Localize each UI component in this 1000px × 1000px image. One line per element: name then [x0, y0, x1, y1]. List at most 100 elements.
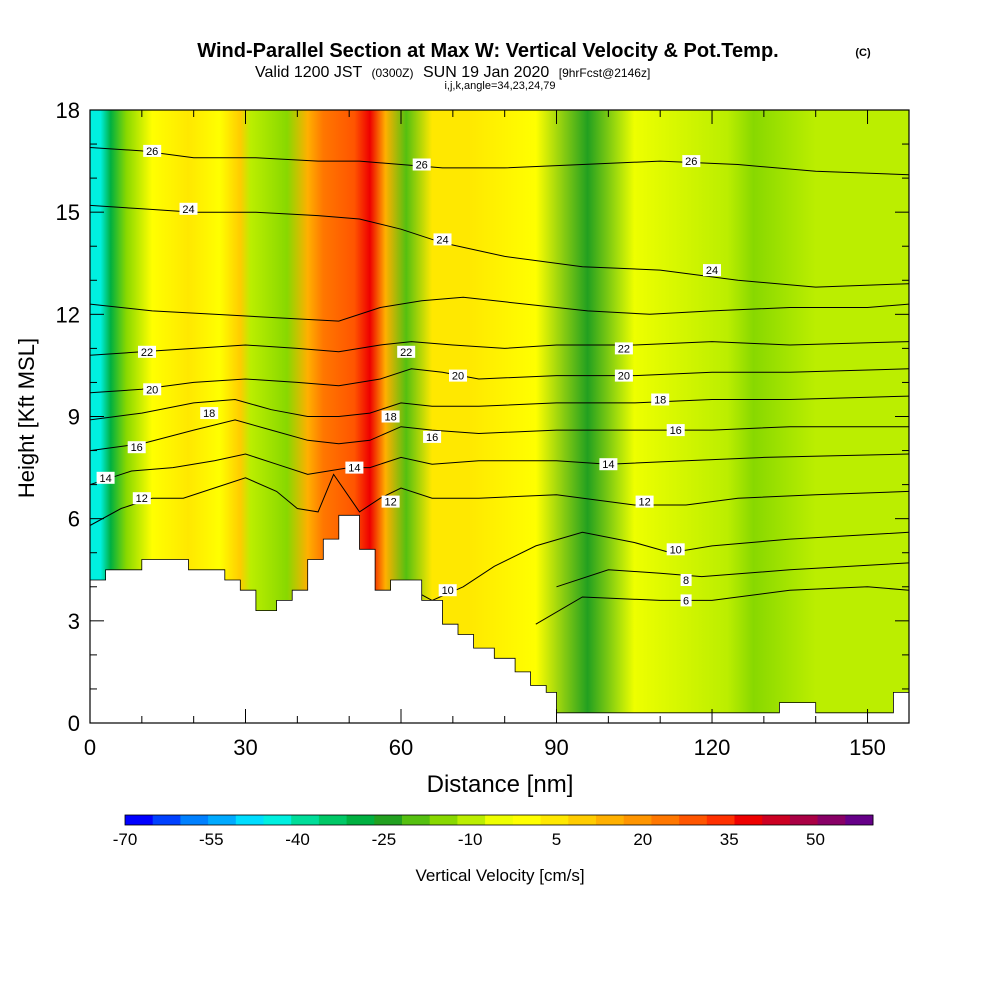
contour-label-box: [703, 264, 721, 277]
valid-date: SUN 19 Jan 2020: [423, 64, 549, 81]
contour-label: 22: [400, 347, 412, 359]
theta-contour-22: [90, 341, 909, 356]
colorbar-swatch: [623, 815, 652, 825]
y-tick-label: 12: [56, 302, 80, 327]
contour-label: 22: [141, 347, 153, 359]
contour-label: 10: [442, 585, 454, 597]
colorbar-tick-label: -40: [285, 830, 310, 849]
contour-label: 14: [99, 473, 111, 485]
contour-label: 18: [203, 408, 215, 420]
contour-label-box: [423, 430, 442, 443]
colorbar-swatch: [402, 815, 431, 825]
contour-label: 20: [146, 384, 158, 396]
plot-area: 26 26 26 24 24 24 22 22 22 20 20 20 18 18 18 16 16 16 14 14…: [90, 110, 909, 723]
colorbar-swatch: [180, 815, 209, 825]
copyright-mark: (C): [855, 47, 871, 59]
colorbar-swatch: [596, 815, 625, 825]
contour-label: 26: [416, 160, 428, 172]
contour-label-box: [651, 393, 670, 406]
contour-label: 6: [683, 595, 689, 607]
contour-label-box: [614, 342, 633, 355]
colorbar-swatch: [235, 815, 264, 825]
valid-time: Valid 1200 JST: [255, 64, 363, 81]
contour-label-box: [682, 155, 701, 168]
x-tick-label: 120: [694, 735, 731, 760]
contour-label-box: [680, 574, 692, 586]
contour-label: 26: [146, 146, 158, 158]
contour-label: 16: [131, 442, 143, 454]
colorbar-swatch: [762, 815, 791, 825]
contour-label: 18: [654, 395, 666, 407]
contour-label-box: [599, 458, 618, 471]
contour-label: 18: [384, 412, 396, 424]
colorbar-swatch: [845, 815, 874, 825]
y-tick-label: 15: [56, 200, 80, 225]
colorbar-swatch: [651, 815, 680, 825]
contour-label: 16: [670, 425, 682, 437]
contour-label-box: [666, 424, 685, 437]
y-axis-label: Height [Kft MSL]: [14, 338, 39, 498]
colorbar-swatch: [374, 815, 403, 825]
x-tick-label: 150: [849, 735, 886, 760]
contour-label-box: [381, 410, 400, 423]
colorbar-swatch: [152, 815, 181, 825]
valid-line: Valid 1200 JST (0300Z) SUN 19 Jan 2020 […: [255, 64, 650, 81]
contour-label: 20: [452, 371, 464, 383]
colorbar-swatch: [540, 815, 569, 825]
theta-contour-24: [90, 204, 909, 288]
x-tick-label: 0: [84, 735, 96, 760]
colorbar-swatch: [789, 815, 819, 825]
colorbar-swatch: [318, 815, 348, 825]
contour-label: 20: [618, 371, 630, 383]
colorbar-swatch: [429, 815, 458, 825]
contour-label-box: [132, 492, 151, 505]
y-tick-label: 6: [68, 507, 80, 532]
colorbar-swatch: [568, 815, 597, 825]
contour-label-box: [143, 383, 162, 396]
contour-label-box: [449, 369, 467, 382]
theta-contour-20: [90, 368, 909, 394]
contour-label-box: [96, 471, 115, 484]
grid-indices: i,j,k,angle=34,23,24,79: [444, 80, 555, 92]
y-tick-label: 9: [68, 405, 80, 430]
colorbar-swatch: [291, 815, 320, 825]
colorbar-swatch: [734, 815, 763, 825]
contour-label: 12: [638, 497, 650, 509]
contour-label-box: [179, 202, 198, 215]
colorbar-tick-label: -70: [113, 830, 138, 849]
contour-label: 24: [436, 234, 448, 246]
forecast-info: [9hrFcst@2146z]: [559, 66, 651, 80]
axes: 0 30 60 90 120 150 0 3 6 9 12 15 18: [56, 98, 909, 760]
terrain-mask: [90, 514, 909, 723]
y-tick-label: 0: [68, 711, 80, 736]
colorbar-swatch: [679, 815, 708, 825]
contour-label-box: [666, 543, 685, 556]
contour-label-box: [397, 345, 416, 358]
x-tick-label: 60: [389, 735, 413, 760]
x-axis-label: Distance [nm]: [427, 771, 574, 798]
contour-label-box: [412, 158, 431, 171]
y-tick-label: 3: [68, 609, 80, 634]
colorbar-swatch: [817, 815, 846, 825]
colorbar-swatch: [346, 815, 375, 825]
contour-label-box: [138, 345, 156, 358]
contour-label-box: [635, 495, 654, 508]
contour-label: 24: [182, 204, 194, 216]
contour-label: 10: [670, 544, 682, 556]
contour-label: 8: [683, 575, 689, 587]
contour-labels: 26 26 26 24 24 24 22 22 22 20 20 20 18 18 18 16 16 16 14 14…: [96, 144, 721, 607]
contour-label: 26: [685, 156, 697, 168]
colorbar-swatch: [485, 815, 514, 825]
contour-label-box: [127, 441, 146, 454]
colorbar-swatch: [263, 815, 292, 825]
x-tick-label: 90: [544, 735, 568, 760]
contour-label-box: [438, 584, 457, 597]
valid-utc: (0300Z): [371, 66, 413, 80]
theta-contour-24: [90, 296, 909, 322]
colorbar-swatch: [512, 815, 542, 825]
contour-label-box: [614, 369, 633, 382]
theta-contour-6: [535, 586, 909, 625]
contour-label: 16: [426, 432, 438, 444]
y-tick-label: 18: [56, 98, 80, 123]
